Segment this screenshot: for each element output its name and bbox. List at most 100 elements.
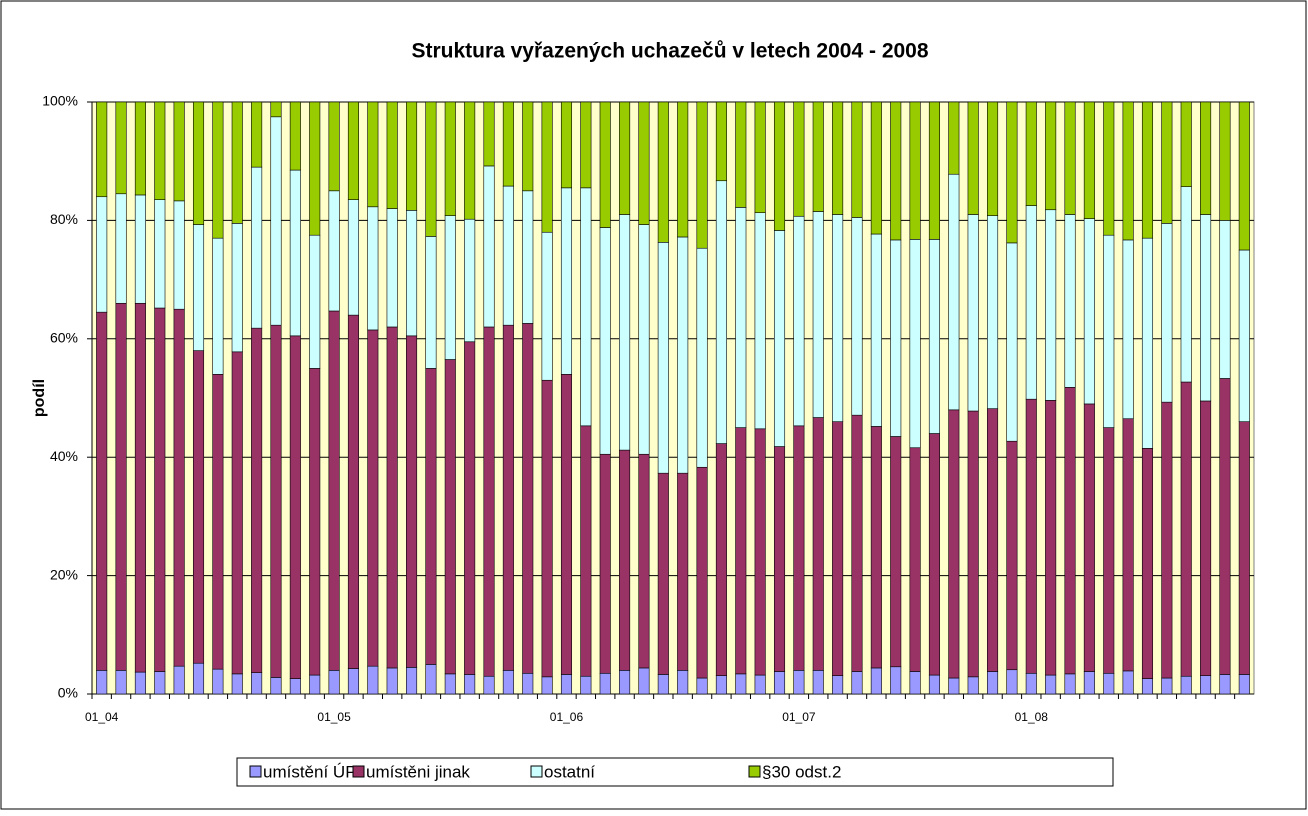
bar-segment	[192, 101, 205, 225]
bar-segment	[483, 326, 495, 677]
bar-segment	[1180, 381, 1192, 677]
bar-segment	[522, 101, 534, 192]
bar-segment	[192, 350, 205, 664]
bar-segment	[502, 670, 514, 695]
bar-segment	[1238, 249, 1250, 422]
bar-segment	[1064, 673, 1076, 695]
bar-segment	[1045, 674, 1057, 695]
bar-segment	[502, 324, 514, 671]
bar-segment	[619, 101, 631, 215]
bar-segment	[522, 323, 534, 674]
bar-segment	[1122, 670, 1134, 695]
bar-segment	[987, 408, 999, 672]
bar-segment	[96, 670, 108, 695]
bar-segment	[115, 101, 127, 195]
bar-segment	[1025, 101, 1037, 206]
bar-segment	[192, 224, 205, 351]
bar-segment	[231, 223, 243, 353]
bar-segment	[967, 101, 979, 215]
bar-segment	[890, 101, 902, 241]
bar-segment	[1103, 427, 1115, 674]
bar-segment	[832, 101, 844, 215]
bar-segment	[444, 215, 456, 360]
bar-segment	[638, 224, 650, 455]
bar-segment	[754, 674, 766, 695]
bar-segment	[560, 374, 573, 675]
bar-segment	[793, 101, 805, 217]
y-tick-label: 20%	[50, 566, 78, 582]
bar-segment	[367, 329, 379, 667]
bar-segment	[386, 208, 398, 328]
bar-segment	[1180, 675, 1192, 695]
y-axis-label: podíl	[31, 379, 48, 417]
bar-segment	[754, 212, 766, 430]
bar-segment	[502, 101, 514, 187]
bar-segment	[619, 449, 631, 671]
bar-segment	[735, 673, 747, 695]
bar-segment	[812, 670, 824, 695]
bar-segment	[1122, 239, 1134, 420]
bar-segment	[967, 676, 979, 695]
bar-segment	[212, 237, 224, 375]
bar-segment	[851, 101, 863, 218]
bar-segment	[192, 662, 205, 695]
bar-segment	[96, 311, 108, 671]
bar-segment	[1045, 400, 1057, 676]
bar-segment	[522, 190, 534, 324]
bar-segment	[735, 427, 747, 675]
bar-segment	[773, 446, 786, 672]
bar-segment	[134, 194, 146, 304]
bar-segment	[464, 101, 476, 220]
bar-segment	[657, 242, 669, 474]
y-tick-label: 60%	[50, 330, 78, 346]
bar-segment	[347, 314, 359, 669]
y-tick-label: 100%	[42, 93, 78, 109]
bar-segment	[677, 670, 689, 695]
bar-segment	[134, 671, 146, 695]
bar-segment	[1064, 387, 1076, 675]
legend-swatch	[249, 765, 262, 778]
bar-segment	[1141, 101, 1154, 239]
bar-segment	[619, 670, 631, 695]
bar-segment	[154, 101, 166, 200]
bar-segment	[870, 667, 882, 695]
bar-segment	[599, 672, 611, 695]
bar-segment	[289, 678, 301, 695]
bar-segment	[1083, 218, 1095, 405]
bar-segment	[890, 239, 902, 437]
bar-segment	[328, 670, 340, 695]
bar-segment	[502, 185, 514, 326]
bar-segment	[1025, 205, 1037, 400]
bar-segment	[309, 674, 321, 695]
bar-segment	[406, 335, 418, 668]
bar-segment	[464, 218, 476, 343]
bar-segment	[1141, 237, 1154, 449]
bar-segment	[928, 239, 940, 434]
bar-segment	[851, 217, 863, 416]
bar-segment	[967, 410, 979, 678]
bar-segment	[987, 215, 999, 409]
bar-segment	[812, 101, 824, 212]
x-tick-label: 01_06	[550, 710, 584, 724]
bar-segment	[270, 116, 282, 326]
bar-segment	[425, 236, 437, 369]
bar-segment	[599, 453, 611, 674]
bar-segment	[115, 670, 127, 695]
bar-segment	[1219, 220, 1231, 379]
bar-segment	[715, 101, 727, 182]
bar-segment	[367, 665, 379, 695]
bar-segment	[406, 667, 418, 695]
x-tick-label: 01_05	[317, 710, 351, 724]
bar-segment	[1103, 101, 1115, 236]
legend-swatch	[748, 765, 761, 778]
bar-segment	[173, 308, 185, 667]
bar-segment	[1006, 440, 1018, 671]
bar-segment	[270, 324, 282, 678]
bar-segment	[793, 670, 805, 695]
bar-segment	[309, 234, 321, 369]
bar-segment	[425, 664, 437, 695]
bar-segment	[793, 215, 805, 427]
bar-segment	[715, 675, 727, 695]
bar-segment	[289, 169, 301, 337]
